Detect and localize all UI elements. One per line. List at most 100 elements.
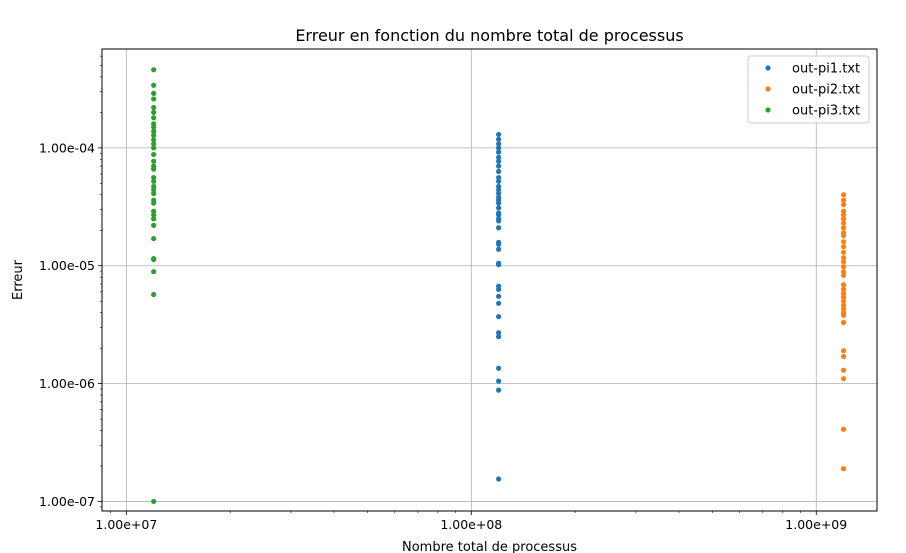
point-out-pi1 xyxy=(496,262,502,268)
point-out-pi3 xyxy=(151,190,157,197)
point-out-pi2 xyxy=(840,376,847,382)
point-out-pi3 xyxy=(151,166,157,172)
point-out-pi2 xyxy=(840,233,847,239)
point-out-pi1 xyxy=(496,200,502,206)
point-out-pi2 xyxy=(840,426,847,432)
x-tick-label: 1.00e+08 xyxy=(440,517,502,532)
point-out-pi3 xyxy=(151,291,157,298)
point-out-pi2 xyxy=(840,353,847,360)
point-out-pi2 xyxy=(840,306,847,312)
legend-label-out-pi3: out-pi3.txt xyxy=(792,104,860,119)
point-out-pi3 xyxy=(151,208,157,214)
point-out-pi1 xyxy=(496,145,502,151)
legend: out-pi1.txt out-pi2.txt out-pi3.txt xyxy=(747,55,870,124)
point-out-pi3 xyxy=(151,212,157,218)
point-out-pi2 xyxy=(840,220,847,226)
point-out-pi3 xyxy=(151,109,157,115)
point-out-pi3 xyxy=(151,269,157,275)
x-tick-label: 1.00e+09 xyxy=(785,517,847,532)
y-tick-label: 1.00e-04 xyxy=(39,140,95,155)
data-points xyxy=(151,67,847,505)
point-out-pi3 xyxy=(151,104,157,111)
point-out-pi2 xyxy=(840,202,847,208)
point-out-pi1 xyxy=(496,154,502,161)
point-out-pi2 xyxy=(840,312,847,318)
point-out-pi3 xyxy=(151,90,157,96)
point-out-pi2 xyxy=(840,216,847,222)
point-out-pi1 xyxy=(496,241,502,247)
point-out-pi2 xyxy=(840,192,847,198)
point-out-pi3 xyxy=(151,96,157,102)
legend-marker-out-pi1 xyxy=(765,65,771,71)
plot-background xyxy=(102,49,877,511)
point-out-pi3 xyxy=(151,200,157,206)
point-out-pi1 xyxy=(496,293,502,299)
point-out-pi2 xyxy=(840,466,847,472)
point-out-pi1 xyxy=(496,212,502,218)
chart-title: Erreur en fonction du nombre total de pr… xyxy=(295,26,683,45)
point-out-pi3 xyxy=(151,124,157,130)
point-out-pi1 xyxy=(496,187,502,193)
point-out-pi2 xyxy=(840,259,847,265)
plot-frame xyxy=(101,48,878,512)
point-out-pi2 xyxy=(840,319,847,326)
point-out-pi2 xyxy=(840,282,847,288)
x-tick-label: 1.00e+07 xyxy=(95,517,157,532)
point-out-pi2 xyxy=(840,291,847,297)
point-out-pi1 xyxy=(496,330,502,336)
point-out-pi1 xyxy=(496,149,502,155)
point-out-pi1 xyxy=(496,131,502,138)
point-out-pi1 xyxy=(496,300,502,306)
point-out-pi3 xyxy=(151,235,157,242)
point-out-pi1 xyxy=(496,387,502,393)
point-out-pi2 xyxy=(840,269,847,275)
point-out-pi2 xyxy=(840,239,847,245)
point-out-pi2 xyxy=(840,249,847,255)
point-out-pi1 xyxy=(496,168,502,175)
point-out-pi3 xyxy=(151,141,157,147)
legend-marker-out-pi3 xyxy=(765,107,771,113)
point-out-pi1 xyxy=(496,205,502,211)
major-ticks xyxy=(98,147,817,515)
grid-lines xyxy=(102,49,877,511)
point-out-pi1 xyxy=(496,190,502,197)
point-out-pi1 xyxy=(496,158,502,164)
point-out-pi1 xyxy=(496,163,502,169)
point-out-pi2 xyxy=(840,244,847,250)
point-out-pi3 xyxy=(151,178,157,184)
y-tick-label: 1.00e-05 xyxy=(39,258,95,273)
legend-label-out-pi1: out-pi1.txt xyxy=(792,62,860,77)
point-out-pi1 xyxy=(496,246,502,252)
point-out-pi1 xyxy=(496,286,502,292)
point-out-pi2 xyxy=(840,208,847,214)
point-out-pi1 xyxy=(496,136,502,142)
x-axis-label: Nombre total de processus xyxy=(402,540,577,553)
point-out-pi2 xyxy=(840,348,847,354)
point-out-pi3 xyxy=(151,67,157,73)
point-out-pi1 xyxy=(496,365,502,371)
y-tick-label: 1.00e-07 xyxy=(39,494,95,509)
point-out-pi3 xyxy=(151,151,157,158)
y-tick-label: 1.00e-06 xyxy=(39,376,95,391)
point-out-pi2 xyxy=(840,298,847,304)
point-out-pi3 xyxy=(151,222,157,228)
point-out-pi2 xyxy=(840,286,847,292)
point-out-pi2 xyxy=(840,225,847,231)
legend-box xyxy=(747,55,870,124)
point-out-pi3 xyxy=(151,128,157,134)
point-out-pi1 xyxy=(496,141,502,147)
point-out-pi1 xyxy=(496,314,502,320)
point-out-pi1 xyxy=(496,476,502,482)
point-out-pi3 xyxy=(151,174,157,181)
point-out-pi3 xyxy=(151,216,157,222)
point-out-pi2 xyxy=(840,367,847,373)
point-out-pi2 xyxy=(840,255,847,261)
point-out-pi2 xyxy=(840,294,847,300)
y-axis-label: Erreur xyxy=(11,259,26,300)
point-out-pi2 xyxy=(840,272,847,278)
point-out-pi3 xyxy=(151,137,157,143)
point-out-pi1 xyxy=(496,378,502,384)
point-out-pi1 xyxy=(496,178,502,184)
point-out-pi3 xyxy=(151,115,157,121)
